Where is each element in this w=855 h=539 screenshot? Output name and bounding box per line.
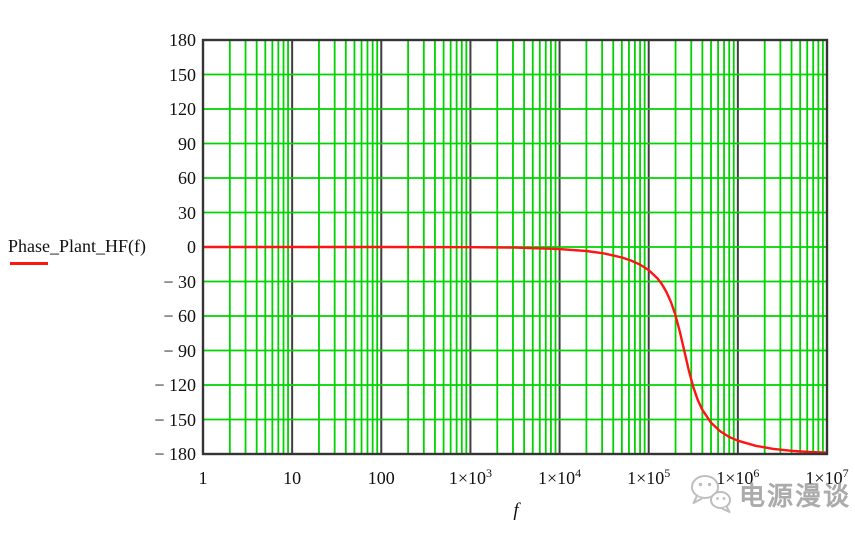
y-tick-label: 90 bbox=[178, 133, 196, 154]
x-tick-label: 1×103 bbox=[448, 466, 492, 488]
phase-curve bbox=[203, 245, 828, 454]
y-tick-label: − 150 bbox=[154, 409, 196, 430]
trace-legend: Phase_Plant_HF(f) bbox=[8, 236, 146, 257]
x-tick-label: 1 bbox=[198, 468, 208, 488]
y-tick-label: − 120 bbox=[154, 375, 196, 395]
trace-legend-label: Phase_Plant_HF(f) bbox=[8, 236, 146, 256]
wechat-logo-icon bbox=[691, 475, 731, 513]
x-tick-label: 1×104 bbox=[537, 466, 582, 488]
y-tick-label: − 90 bbox=[163, 340, 196, 361]
x-tick-label: 1×107 bbox=[805, 466, 849, 488]
x-tick-exponent: 5 bbox=[664, 466, 671, 480]
x-tick-exponent: 3 bbox=[486, 466, 492, 480]
y-tick-label: 180 bbox=[169, 30, 196, 50]
x-tick-exponent: 4 bbox=[575, 466, 582, 480]
y-tick-label: 60 bbox=[178, 168, 196, 188]
x-tick-label: 1×106 bbox=[716, 466, 760, 488]
y-tick-label: 150 bbox=[169, 64, 196, 85]
watermark: 电源漫谈 bbox=[688, 472, 851, 516]
y-tick-label: − 180 bbox=[154, 444, 196, 464]
plot-frame bbox=[201, 38, 829, 456]
x-tick-label: 1×105 bbox=[627, 466, 671, 488]
y-tick-label: 0 bbox=[187, 237, 196, 257]
trace-color-mark bbox=[10, 262, 48, 265]
watermark-text: 电源漫谈 bbox=[739, 480, 852, 511]
y-tick-label: − 60 bbox=[163, 306, 196, 326]
x-tick-label: 100 bbox=[367, 468, 395, 488]
x-tick-label: 10 bbox=[283, 468, 302, 488]
y-tick-label: 120 bbox=[169, 99, 196, 119]
x-tick-exponent: 6 bbox=[753, 466, 760, 480]
y-tick-label: 30 bbox=[178, 202, 196, 223]
x-tick-exponent: 7 bbox=[842, 466, 849, 480]
x-axis-title: f bbox=[513, 500, 519, 521]
y-tick-label: − 30 bbox=[163, 271, 196, 292]
